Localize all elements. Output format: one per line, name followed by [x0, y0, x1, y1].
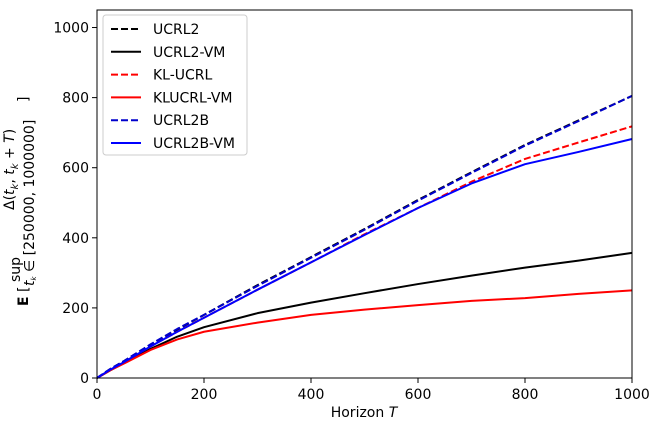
legend-label-ucrl2b-vm: UCRL2B-VM	[153, 136, 235, 152]
legend-box	[102, 14, 248, 156]
series-line-klucrl-vm	[96, 289, 633, 379]
y-tick-label: 800	[62, 91, 89, 107]
y-tick-label: 1000	[53, 21, 89, 37]
svg-text:]: ]	[16, 97, 32, 102]
legend-label-ucrl2-vm: UCRL2-VM	[153, 45, 225, 61]
y-tick-label: 400	[62, 231, 89, 247]
legend: UCRL2 UCRL2-VM KL-UCRL KLUCRL-VM UCRL2B UCRL2…	[102, 14, 248, 156]
x-tick-label: 600	[405, 387, 432, 403]
legend-label-ucrl2b: UCRL2B	[153, 113, 209, 129]
x-axis: 0 200 400 600 800 1000	[93, 378, 650, 403]
x-tick-label: 400	[298, 387, 325, 403]
legend-label-klucrl-vm: KLUCRL-VM	[153, 90, 232, 106]
y-axis: 0 200 400 600 800 1000	[53, 21, 97, 387]
legend-label-ucrl2: UCRL2	[153, 22, 199, 38]
x-axis-label: Horizon T	[331, 405, 399, 421]
svg-text:E: E	[16, 296, 32, 306]
series-line-ucrl2b-vm	[96, 138, 633, 379]
svg-text:tk ∈ [250000, 1000000]: tk ∈ [250000, 1000000]	[22, 120, 38, 286]
y-tick-label: 200	[62, 301, 89, 317]
x-tick-label: 0	[93, 387, 102, 403]
legend-label-kl-ucrl: KL-UCRL	[153, 68, 213, 84]
x-tick-label: 200	[191, 387, 218, 403]
series-layer	[96, 94, 633, 379]
plot-frame	[96, 9, 633, 379]
x-tick-label: 800	[512, 387, 539, 403]
svg-text:sup: sup	[8, 257, 24, 282]
y-tick-label: 600	[62, 161, 89, 177]
y-tick-label: 0	[80, 371, 89, 387]
series-line-ucrl2b	[96, 94, 633, 379]
svg-text:[: [	[16, 287, 32, 292]
y-axis-label: E [ sup tk ∈ [250000, 1000000] Δ(tk, tk …	[2, 97, 38, 306]
svg-text:Δ(tk, tk + T): Δ(tk, tk + T)	[2, 129, 21, 210]
x-tick-label: 1000	[614, 387, 650, 403]
